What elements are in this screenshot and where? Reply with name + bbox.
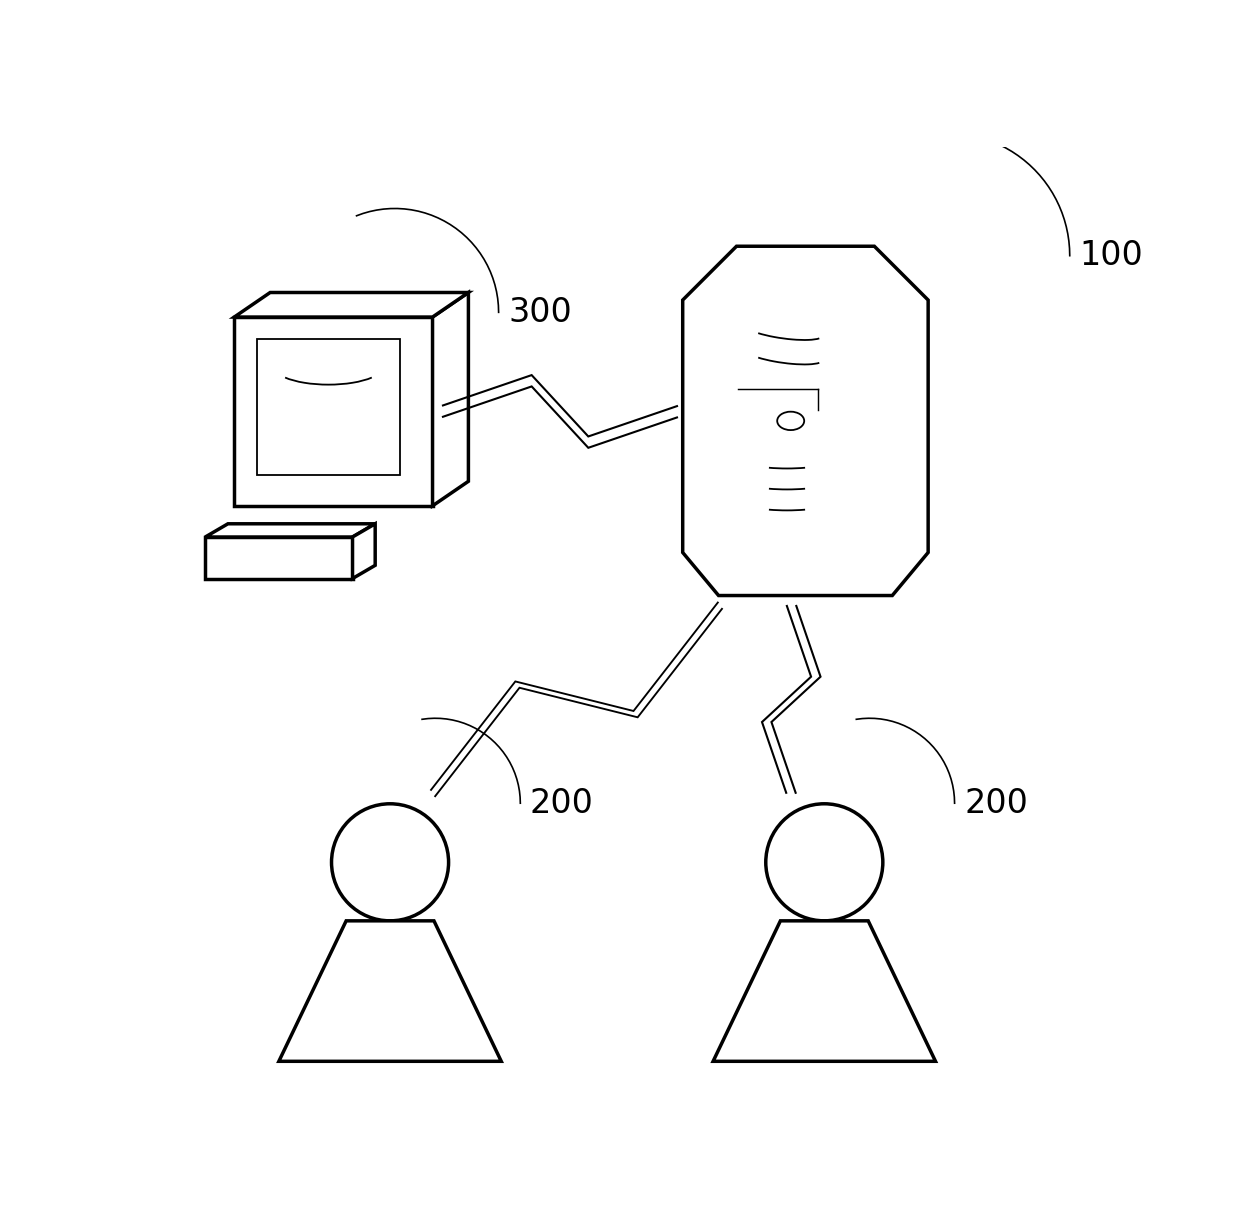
Polygon shape [683,246,929,596]
Polygon shape [206,524,376,537]
Polygon shape [713,921,935,1062]
Polygon shape [433,293,469,506]
Text: 300: 300 [508,295,572,329]
Polygon shape [206,537,352,579]
Polygon shape [234,318,433,506]
Polygon shape [257,338,399,474]
Text: 200: 200 [963,787,1028,820]
Polygon shape [234,293,469,318]
Polygon shape [352,524,376,579]
Text: 100: 100 [1079,239,1143,272]
Text: 200: 200 [529,787,594,820]
Polygon shape [279,921,501,1062]
